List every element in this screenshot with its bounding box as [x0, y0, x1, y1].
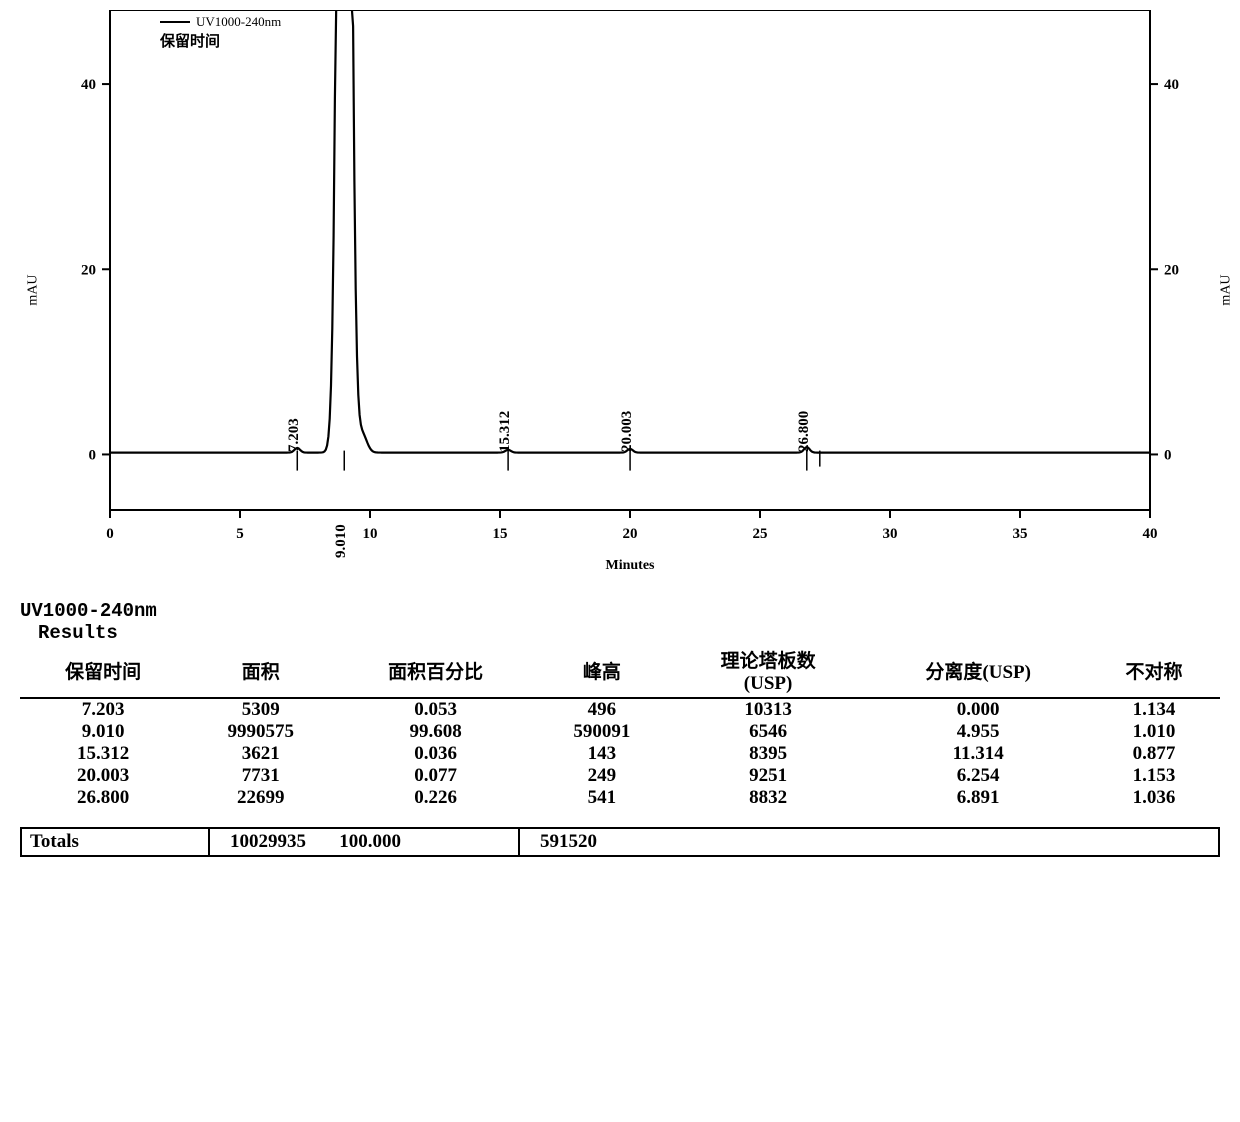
totals-area: 10029935 — [230, 831, 306, 852]
table-cell: 9251 — [668, 765, 869, 787]
svg-text:10: 10 — [363, 526, 378, 542]
chart-svg: 0 5 10 15 20 25 30 35 40 0 0 20 20 40 40 — [30, 10, 1230, 570]
svg-text:0: 0 — [89, 447, 97, 463]
table-cell: 3621 — [186, 743, 335, 765]
table-row: 20.00377310.07724992516.2541.153 — [20, 765, 1220, 787]
table-cell: 143 — [536, 743, 668, 765]
table-cell: 0.053 — [335, 698, 536, 721]
svg-text:15: 15 — [493, 526, 508, 542]
table-cell: 26.800 — [20, 787, 186, 809]
table-row: 7.20353090.053496103130.0001.134 — [20, 698, 1220, 721]
svg-text:20: 20 — [623, 526, 638, 542]
svg-text:20: 20 — [81, 262, 96, 278]
svg-text:25: 25 — [753, 526, 768, 542]
table-cell: 0.000 — [868, 698, 1088, 721]
svg-text:40: 40 — [1143, 526, 1158, 542]
table-cell: 10313 — [668, 698, 869, 721]
svg-text:40: 40 — [81, 77, 96, 93]
results-subtitle: Results — [38, 622, 1240, 644]
table-cell: 590091 — [536, 721, 668, 743]
table-cell: 496 — [536, 698, 668, 721]
column-header: 峰高 — [536, 644, 668, 698]
peak-label: 7.203 — [286, 418, 303, 452]
x-axis-label: Minutes — [606, 558, 655, 574]
results-table: 保留时间面积面积百分比峰高理论塔板数(USP)分离度(USP)不对称 7.203… — [20, 644, 1220, 809]
totals-height: 591520 — [519, 828, 1219, 856]
table-cell: 0.036 — [335, 743, 536, 765]
table-cell: 5309 — [186, 698, 335, 721]
table-row: 15.31236210.036143839511.3140.877 — [20, 743, 1220, 765]
column-header: 保留时间 — [20, 644, 186, 698]
totals-pct: 100.000 — [339, 831, 401, 852]
table-cell: 6546 — [668, 721, 869, 743]
table-cell: 9990575 — [186, 721, 335, 743]
svg-text:0: 0 — [106, 526, 114, 542]
column-header: 不对称 — [1088, 644, 1220, 698]
results-section: UV1000-240nm Results 保留时间面积面积百分比峰高理论塔板数(… — [20, 600, 1240, 857]
table-cell: 7.203 — [20, 698, 186, 721]
svg-text:30: 30 — [883, 526, 898, 542]
results-title: UV1000-240nm — [20, 600, 1240, 622]
table-cell: 99.608 — [335, 721, 536, 743]
svg-text:5: 5 — [236, 526, 244, 542]
column-header: 理论塔板数(USP) — [668, 644, 869, 698]
table-cell: 6.254 — [868, 765, 1088, 787]
svg-text:0: 0 — [1164, 447, 1172, 463]
table-cell: 0.226 — [335, 787, 536, 809]
svg-text:35: 35 — [1013, 526, 1028, 542]
svg-text:40: 40 — [1164, 77, 1179, 93]
table-row: 9.010999057599.60859009165464.9551.010 — [20, 721, 1220, 743]
legend-series-label: UV1000-240nm — [196, 14, 281, 30]
peak-label: 15.312 — [497, 410, 514, 451]
legend-line-icon — [160, 21, 190, 23]
table-cell: 1.134 — [1088, 698, 1220, 721]
table-cell: 4.955 — [868, 721, 1088, 743]
column-header: 面积 — [186, 644, 335, 698]
table-row: 26.800226990.22654188326.8911.036 — [20, 787, 1220, 809]
legend-sub-label: 保留时间 — [160, 30, 281, 51]
y-axis-label-right: mAU — [1218, 274, 1234, 305]
table-cell: 1.010 — [1088, 721, 1220, 743]
table-cell: 1.153 — [1088, 765, 1220, 787]
table-cell: 249 — [536, 765, 668, 787]
peak-label: 20.003 — [619, 410, 636, 451]
table-cell: 0.877 — [1088, 743, 1220, 765]
chart-legend: UV1000-240nm 保留时间 — [160, 14, 281, 51]
table-cell: 15.312 — [20, 743, 186, 765]
table-cell: 1.036 — [1088, 787, 1220, 809]
table-cell: 6.891 — [868, 787, 1088, 809]
table-cell: 20.003 — [20, 765, 186, 787]
totals-table: Totals 10029935 100.000 591520 — [20, 827, 1220, 857]
table-cell: 541 — [536, 787, 668, 809]
chromatogram-chart: mAU mAU 05101520253035400020204040 Minut… — [30, 10, 1230, 570]
svg-text:20: 20 — [1164, 262, 1179, 278]
table-cell: 8395 — [668, 743, 869, 765]
peak-label: 26.800 — [796, 410, 813, 451]
column-header: 分离度(USP) — [868, 644, 1088, 698]
table-cell: 8832 — [668, 787, 869, 809]
table-cell: 9.010 — [20, 721, 186, 743]
column-header: 面积百分比 — [335, 644, 536, 698]
y-axis-label-left: mAU — [26, 274, 42, 305]
totals-label: Totals — [21, 828, 209, 856]
peak-label: 9.010 — [333, 524, 350, 558]
table-cell: 22699 — [186, 787, 335, 809]
table-cell: 7731 — [186, 765, 335, 787]
table-cell: 0.077 — [335, 765, 536, 787]
table-cell: 11.314 — [868, 743, 1088, 765]
